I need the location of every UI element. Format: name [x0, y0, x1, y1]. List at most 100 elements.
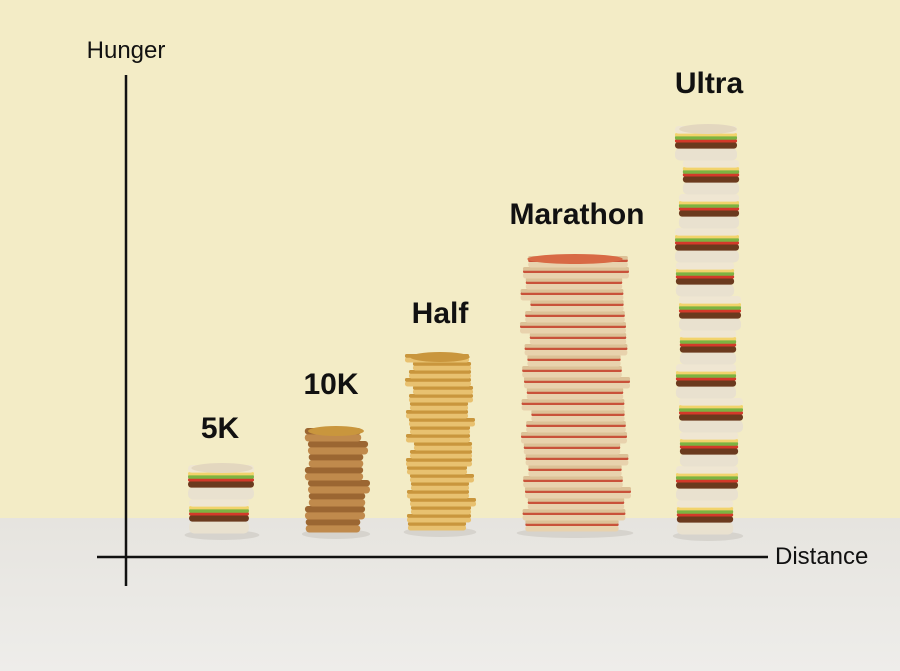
stack-layer	[409, 418, 475, 422]
stack-layer	[679, 447, 739, 455]
stack-layer	[679, 339, 737, 344]
stack-layer	[682, 175, 740, 183]
stack-layer	[678, 311, 742, 319]
stack-layer	[522, 509, 626, 513]
column-labels: 5K 10K Half Marathon Ultra	[201, 67, 744, 445]
stack-layer	[679, 407, 743, 412]
stack-layer	[676, 513, 734, 517]
stack-layer	[682, 167, 740, 171]
stack-layer	[408, 394, 474, 398]
stack-layer	[679, 405, 743, 409]
stack-layer	[675, 237, 739, 242]
y-axis-label: Hunger	[87, 37, 166, 64]
stack-layer	[520, 289, 624, 293]
stack-layer	[406, 490, 470, 494]
stack-layer	[678, 303, 742, 307]
stack-layer	[188, 478, 254, 482]
stack-layer	[676, 509, 734, 514]
stack-layer	[189, 521, 249, 534]
stack-layer	[406, 458, 472, 462]
stack-layer	[520, 325, 626, 328]
stack-layer	[525, 316, 625, 323]
stack-layer	[308, 454, 364, 461]
column-label: 5K	[201, 412, 240, 445]
food-stack	[301, 426, 371, 539]
stack-layer	[525, 487, 631, 491]
stack-layer	[410, 485, 470, 491]
stack-layer	[675, 379, 737, 387]
stack-layer	[521, 435, 627, 438]
stack-layer	[522, 369, 622, 372]
column-label: 10K	[303, 368, 358, 401]
stack-layer	[676, 507, 734, 511]
stack-layer	[305, 524, 361, 533]
stack-layer	[678, 318, 742, 331]
stack-layer	[524, 382, 630, 389]
stack-layer	[525, 525, 619, 532]
stack-layer	[678, 309, 742, 313]
column-label: Marathon	[510, 198, 645, 231]
stack-layer	[531, 415, 625, 422]
stack-layer	[525, 520, 619, 524]
stack-layer	[675, 481, 739, 489]
stack-layer	[409, 429, 471, 435]
stack-layer	[679, 441, 739, 446]
stack-layer	[521, 432, 627, 436]
stack-layer	[682, 173, 740, 177]
stack-layer	[189, 514, 249, 522]
stack-layer	[676, 515, 734, 523]
stack-layer	[412, 365, 472, 371]
stack-layer	[407, 522, 467, 526]
stack-top	[679, 124, 737, 134]
stack-layer	[679, 454, 739, 467]
stack-layer	[676, 500, 734, 508]
stack-layer	[406, 466, 468, 470]
stack-layer	[410, 498, 476, 502]
stack-layer	[675, 269, 735, 273]
stack-layer	[675, 473, 739, 477]
stack-layer	[188, 487, 254, 500]
stack-layer	[523, 481, 623, 488]
floor	[0, 518, 900, 671]
stack-layer	[308, 485, 370, 494]
stack-layer	[307, 446, 369, 455]
stack-layer	[405, 381, 471, 387]
stack-layer	[523, 446, 621, 449]
column-label: Half	[412, 297, 470, 330]
stack-layer	[521, 437, 627, 444]
stack-layer	[189, 508, 249, 513]
stack-layer	[409, 450, 473, 454]
stack-layer	[525, 492, 631, 499]
stack-layer	[530, 305, 624, 312]
stack-layer	[531, 410, 625, 414]
stack-layer	[308, 480, 370, 487]
stack-layer	[529, 338, 627, 345]
stack-layer	[188, 480, 254, 488]
food-stack	[403, 352, 477, 537]
stack-layer	[527, 503, 625, 510]
stack-layer	[521, 402, 625, 405]
stack-layer	[406, 493, 470, 499]
stack-layer	[675, 373, 737, 378]
stack-layer	[528, 470, 622, 477]
food-stack	[672, 124, 744, 541]
stack-layer	[682, 160, 740, 168]
stack-layer	[409, 421, 475, 427]
stack-layer	[679, 337, 737, 341]
stack-layer	[520, 292, 624, 295]
stack-layer	[675, 271, 735, 276]
stack-layer	[679, 398, 743, 406]
stack-layer	[304, 506, 366, 513]
stack-layer	[526, 393, 624, 400]
stack-layer	[412, 386, 474, 390]
stack-layer	[524, 349, 628, 356]
stack-layer	[675, 262, 735, 270]
stack-layer	[308, 493, 366, 500]
stack-layer	[526, 424, 626, 427]
stack-layer	[524, 380, 630, 383]
stack-layer	[674, 139, 738, 143]
stack-layer	[523, 448, 621, 455]
stack-layer	[678, 201, 740, 205]
stack-layer	[413, 445, 473, 451]
stack-layer	[679, 411, 743, 415]
